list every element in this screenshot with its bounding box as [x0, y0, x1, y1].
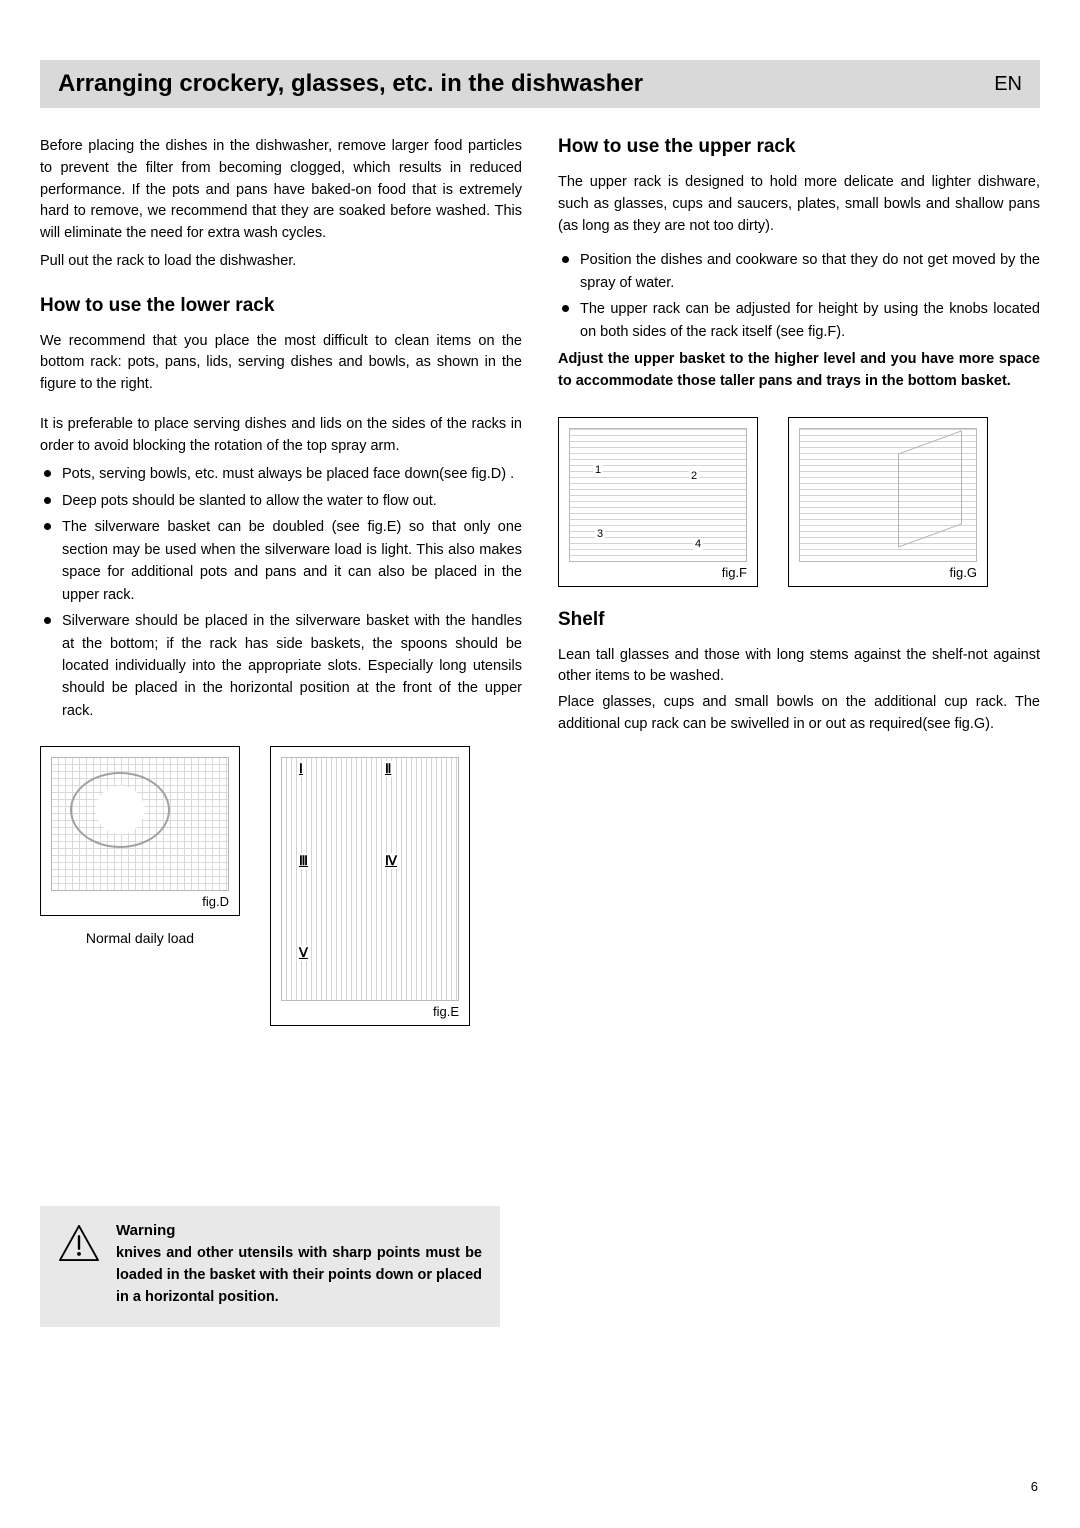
shelf-p1: Lean tall glasses and those with long st…: [558, 645, 1040, 689]
lower-rack-heading: How to use the lower rack: [40, 295, 522, 317]
warning-body: knives and other utensils with sharp poi…: [116, 1243, 482, 1308]
fig-g-sketch: [799, 428, 977, 562]
lower-rack-p1: We recommend that you place the most dif…: [40, 331, 522, 396]
intro-paragraph-2: Pull out the rack to load the dishwasher…: [40, 251, 522, 273]
fig-d-label: fig.D: [202, 894, 229, 909]
list-item: Deep pots should be slanted to allow the…: [40, 490, 522, 512]
warning-text: Warning knives and other utensils with s…: [116, 1222, 482, 1308]
page-number: 6: [1031, 1479, 1038, 1494]
right-column: How to use the upper rack The upper rack…: [558, 136, 1040, 1327]
lower-rack-p2: It is preferable to place serving dishes…: [40, 414, 522, 458]
warning-box: Warning knives and other utensils with s…: [40, 1206, 500, 1326]
fig-e-sketch: [281, 757, 459, 1001]
lower-rack-bullets: Pots, serving bowls, etc. must always be…: [40, 463, 522, 722]
language-code: EN: [994, 73, 1022, 96]
fig-d: fig.D: [40, 746, 240, 916]
upper-rack-heading: How to use the upper rack: [558, 136, 1040, 158]
upper-rack-bold-note: Adjust the upper basket to the higher le…: [558, 349, 1040, 393]
list-item: Silverware should be placed in the silve…: [40, 610, 522, 722]
upper-rack-figures: 1 2 3 4 fig.F fig.G: [558, 417, 1040, 587]
fig-g: fig.G: [788, 417, 988, 587]
fig-e-label: fig.E: [433, 1004, 459, 1019]
fig-f: 1 2 3 4 fig.F: [558, 417, 758, 587]
lower-rack-figures: fig.D Normal daily load Ⅰ Ⅱ Ⅲ Ⅳ Ⅴ fig.E: [40, 746, 522, 1026]
left-column: Before placing the dishes in the dishwas…: [40, 136, 522, 1327]
list-item: The silverware basket can be doubled (se…: [40, 516, 522, 606]
page-title: Arranging crockery, glasses, etc. in the…: [58, 70, 643, 98]
fig-g-label: fig.G: [950, 565, 977, 580]
shelf-heading: Shelf: [558, 609, 1040, 631]
page-header: Arranging crockery, glasses, etc. in the…: [40, 60, 1040, 108]
fig-e: Ⅰ Ⅱ Ⅲ Ⅳ Ⅴ fig.E: [270, 746, 470, 1026]
fig-d-wrapper: fig.D Normal daily load: [40, 746, 240, 1026]
upper-rack-bullets: Position the dishes and cookware so that…: [558, 249, 1040, 343]
intro-paragraph: Before placing the dishes in the dishwas…: [40, 136, 522, 245]
list-item: The upper rack can be adjusted for heigh…: [558, 298, 1040, 343]
warning-icon: [58, 1224, 100, 1262]
list-item: Pots, serving bowls, etc. must always be…: [40, 463, 522, 485]
shelf-p2: Place glasses, cups and small bowls on t…: [558, 692, 1040, 736]
fig-f-label: fig.F: [722, 565, 747, 580]
fig-d-caption: Normal daily load: [40, 930, 240, 946]
warning-title: Warning: [116, 1222, 482, 1239]
content-columns: Before placing the dishes in the dishwas…: [40, 136, 1040, 1327]
list-item: Position the dishes and cookware so that…: [558, 249, 1040, 294]
fig-d-sketch: [51, 757, 229, 891]
fig-f-sketch: [569, 428, 747, 562]
upper-rack-p1: The upper rack is designed to hold more …: [558, 172, 1040, 237]
